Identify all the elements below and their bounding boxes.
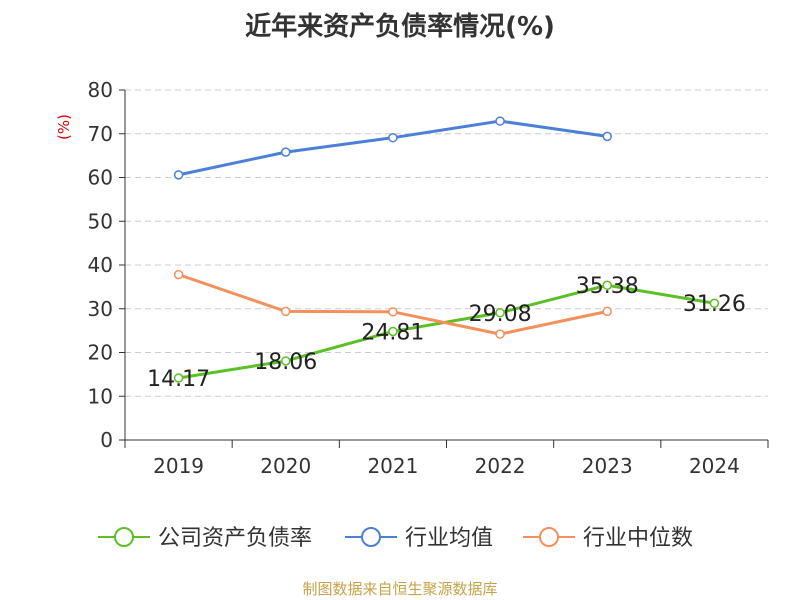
point-1-2022 [495,116,505,126]
y-tick-label-30: 30 [88,297,113,321]
point-1-2021 [388,132,398,143]
y-axis-label: (%) [55,114,73,140]
point-0-2019 [173,373,184,383]
y-tick-label-40: 40 [88,253,113,277]
point-2-2022 [495,329,505,339]
data-label-2021: 24.81 [361,320,424,345]
grid-lines [125,89,768,397]
data-label-2023: 35.38 [576,274,639,299]
legend-item-2[interactable]: 行业中位数 [523,526,693,551]
point-0-2024 [709,298,720,308]
x-tick-label-2021: 2021 [367,454,418,478]
series-lines [173,116,720,383]
data-labels: 14.17 18.06 24.81 29.08 35.38 31.26 [147,274,746,392]
point-1-2019 [173,170,184,180]
legend-label-1: 行业均值 [405,526,493,551]
y-tick-label-70: 70 [88,122,113,146]
point-0-2022 [495,308,505,318]
x-tick-label-2023: 2023 [582,454,633,478]
data-label-2019: 14.17 [147,367,210,392]
legend-item-1[interactable]: 行业均值 [345,526,493,551]
legend-label-0: 公司资产负债率 [158,526,312,551]
legend-marker-2 [539,527,559,547]
legend[interactable]: 公司资产负债率 行业均值 行业中位数 [98,526,693,551]
point-0-2023 [602,280,612,290]
data-label-2022: 29.08 [469,302,532,327]
y-tick-label-50: 50 [88,209,113,233]
data-label-2024: 31.26 [683,292,746,317]
legend-marker-0 [114,527,134,547]
point-1-2023 [602,131,612,142]
legend-marker-1 [361,527,381,547]
x-tick-label-2022: 2022 [475,454,526,478]
series-line-1 [178,119,608,177]
axes: 0 10 20 30 40 50 60 70 80 2019 2020 2021 2022 2023 202… [55,78,769,478]
data-label-2020: 18.06 [254,350,317,375]
y-tick-label-60: 60 [88,166,113,190]
point-1-2020 [281,147,291,157]
point-0-2021 [388,326,398,337]
y-tick-label-0: 0 [100,428,113,452]
x-tick-label-2019: 2019 [153,454,204,478]
y-tick-label-20: 20 [88,341,113,365]
point-0-2020 [281,356,291,366]
legend-item-0[interactable]: 公司资产负债率 [98,526,312,551]
point-2-2019 [173,269,184,280]
y-tick-label-80: 80 [88,78,113,102]
legend-label-2: 行业中位数 [583,526,693,551]
y-tick-label-10: 10 [88,384,113,408]
point-2-2020 [281,306,291,317]
x-tick-label-2024: 2024 [689,454,740,478]
x-tick-label-2020: 2020 [260,454,311,478]
point-2-2021 [388,307,398,317]
point-2-2023 [602,306,612,317]
chart-title: 近年来资产负债率情况(%) [245,12,555,42]
source-note: 制图数据来自恒生聚源数据库 [302,580,498,598]
